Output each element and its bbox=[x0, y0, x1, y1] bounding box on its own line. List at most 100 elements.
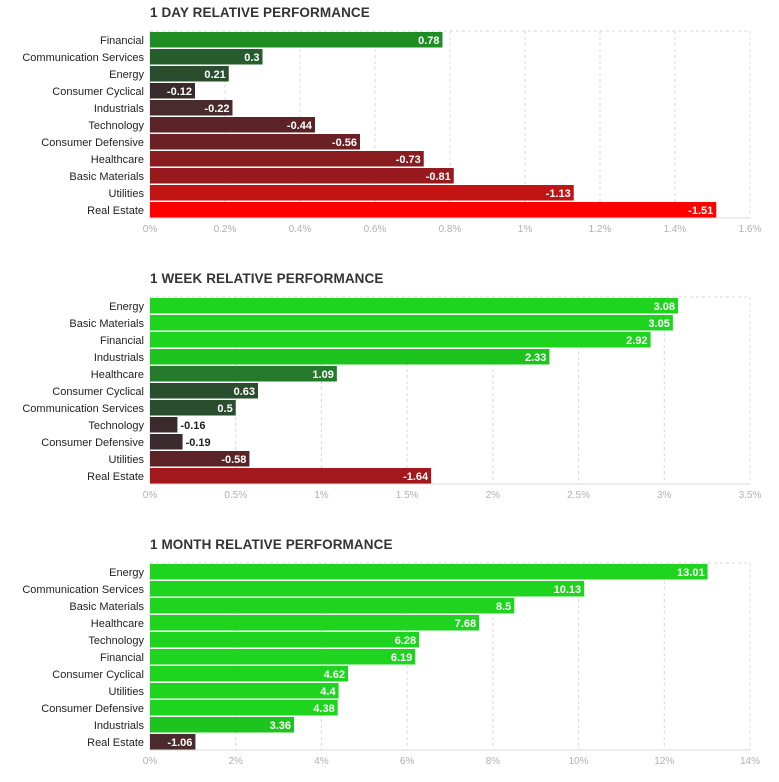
x-tick-label: 8% bbox=[486, 756, 501, 767]
chart-title: 1 MONTH RELATIVE PERFORMANCE bbox=[150, 537, 393, 552]
x-tick-label: 10% bbox=[569, 756, 589, 767]
category-label: Consumer Cyclical bbox=[52, 386, 144, 398]
bar bbox=[150, 151, 424, 167]
x-tick-label: 0.5% bbox=[224, 490, 247, 501]
bar bbox=[150, 683, 339, 699]
category-label: Financial bbox=[100, 335, 144, 347]
data-label: -1.13 bbox=[546, 188, 571, 200]
bar-chart-svg: Financial 0.78 Communication Services 0.3 En… bbox=[22, 30, 762, 235]
bar bbox=[150, 400, 236, 416]
bar bbox=[150, 134, 360, 150]
chart-title: 1 DAY RELATIVE PERFORMANCE bbox=[150, 5, 370, 20]
category-label: Consumer Cyclical bbox=[52, 669, 144, 681]
data-label: 7.68 bbox=[455, 618, 476, 630]
data-label: -0.73 bbox=[396, 154, 421, 166]
x-tick-label: 0.2% bbox=[214, 224, 237, 235]
bar bbox=[150, 66, 229, 82]
bar bbox=[150, 366, 337, 382]
data-label: -0.22 bbox=[204, 103, 229, 115]
category-label: Energy bbox=[109, 301, 144, 313]
bar bbox=[150, 185, 574, 201]
bar bbox=[150, 332, 651, 348]
category-label: Healthcare bbox=[91, 154, 144, 166]
bar bbox=[150, 734, 196, 750]
x-tick-label: 0% bbox=[143, 224, 158, 235]
data-label: 3.05 bbox=[648, 318, 669, 330]
category-label: Real Estate bbox=[87, 471, 144, 483]
category-label: Industrials bbox=[94, 720, 145, 732]
category-label: Energy bbox=[109, 69, 144, 81]
category-label: Consumer Defensive bbox=[41, 137, 144, 149]
bar bbox=[150, 564, 708, 580]
category-label: Healthcare bbox=[91, 618, 144, 630]
data-label: -0.12 bbox=[167, 86, 192, 98]
data-label: 0.3 bbox=[244, 52, 259, 64]
x-tick-label: 2% bbox=[228, 756, 243, 767]
category-label: Basic Materials bbox=[69, 601, 144, 613]
category-label: Consumer Defensive bbox=[41, 703, 144, 715]
category-label: Utilities bbox=[109, 188, 145, 200]
data-label: 4.4 bbox=[320, 686, 336, 698]
x-tick-label: 1% bbox=[518, 224, 533, 235]
data-label: 8.5 bbox=[496, 601, 511, 613]
x-tick-label: 0% bbox=[143, 490, 158, 501]
x-tick-label: 1.5% bbox=[396, 490, 419, 501]
category-label: Technology bbox=[88, 635, 144, 647]
data-label: -0.19 bbox=[186, 437, 211, 449]
x-tick-label: 1% bbox=[314, 490, 329, 501]
data-label: -1.06 bbox=[167, 737, 192, 749]
data-label: -0.58 bbox=[221, 454, 246, 466]
x-tick-label: 0.6% bbox=[364, 224, 387, 235]
bar bbox=[150, 383, 258, 399]
data-label: 0.5 bbox=[217, 403, 232, 415]
category-label: Real Estate bbox=[87, 205, 144, 217]
bar bbox=[150, 168, 454, 184]
category-label: Communication Services bbox=[22, 584, 144, 596]
chart-1-month: 1 MONTH RELATIVE PERFORMANCE Energy 13.01… bbox=[0, 532, 779, 782]
data-label: 2.92 bbox=[626, 335, 647, 347]
x-tick-label: 12% bbox=[654, 756, 674, 767]
data-label: 3.08 bbox=[654, 301, 675, 313]
x-tick-label: 1.6% bbox=[739, 224, 762, 235]
x-tick-label: 1.4% bbox=[664, 224, 687, 235]
x-tick-label: 0% bbox=[143, 756, 158, 767]
x-tick-label: 4% bbox=[314, 756, 329, 767]
bar bbox=[150, 468, 432, 484]
data-label: -0.56 bbox=[332, 137, 357, 149]
bar bbox=[150, 700, 338, 716]
category-label: Technology bbox=[88, 120, 144, 132]
category-label: Industrials bbox=[94, 103, 145, 115]
category-label: Basic Materials bbox=[69, 318, 144, 330]
category-label: Energy bbox=[109, 567, 144, 579]
bar bbox=[150, 581, 585, 597]
data-label: 13.01 bbox=[677, 567, 705, 579]
data-label: -0.16 bbox=[180, 420, 205, 432]
category-label: Healthcare bbox=[91, 369, 144, 381]
x-tick-label: 14% bbox=[740, 756, 760, 767]
category-label: Utilities bbox=[109, 686, 145, 698]
x-tick-label: 3.5% bbox=[739, 490, 762, 501]
bar bbox=[150, 649, 416, 665]
data-label: -0.44 bbox=[287, 120, 313, 132]
x-tick-label: 0.8% bbox=[439, 224, 462, 235]
bar bbox=[150, 49, 263, 65]
bar bbox=[150, 100, 233, 116]
category-label: Communication Services bbox=[22, 52, 144, 64]
bar bbox=[150, 83, 195, 99]
x-tick-label: 2.5% bbox=[567, 490, 590, 501]
bar bbox=[150, 666, 348, 682]
bar bbox=[150, 349, 550, 365]
data-label: 4.38 bbox=[313, 703, 334, 715]
bar bbox=[150, 717, 294, 733]
bar bbox=[150, 315, 673, 331]
bar bbox=[150, 298, 678, 314]
data-label: 0.63 bbox=[234, 386, 255, 398]
bar-chart-svg: Energy 3.08 Basic Materials 3.05 Financial 2.… bbox=[22, 296, 762, 501]
data-label: 0.78 bbox=[418, 35, 439, 47]
data-label: 6.19 bbox=[391, 652, 412, 664]
bar bbox=[150, 202, 717, 218]
bar bbox=[150, 434, 183, 450]
bar bbox=[150, 117, 315, 133]
data-label: -0.81 bbox=[426, 171, 451, 183]
bar bbox=[150, 598, 515, 614]
